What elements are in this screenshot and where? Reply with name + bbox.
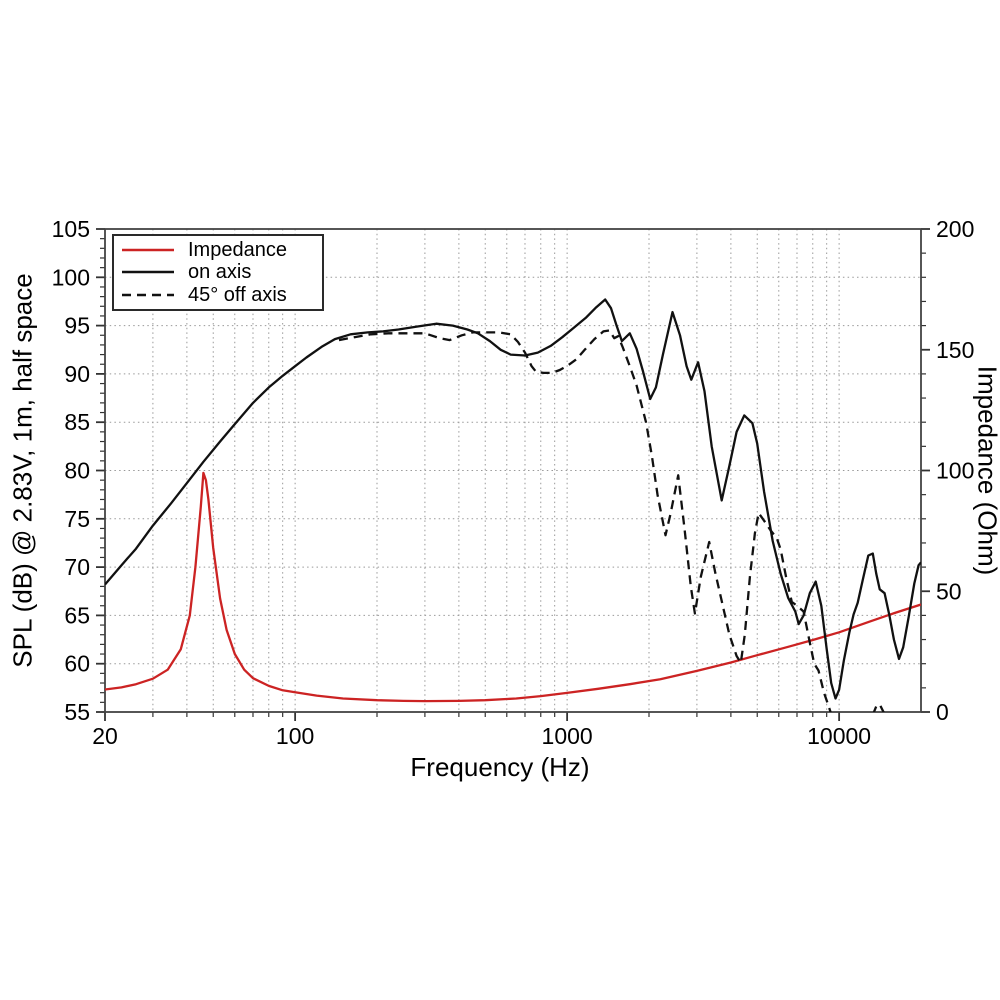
y-right-tick-label: 200	[936, 216, 974, 242]
x-tick-label: 1000	[542, 723, 593, 749]
plot-frame	[104, 228, 922, 713]
legend-label-impedance: Impedance	[188, 239, 287, 262]
y-left-tick-label: 55	[64, 699, 90, 725]
on-axis-curve	[105, 298, 921, 700]
x-axis-title: Frequency (Hz)	[410, 752, 590, 782]
y-right-axis-title: Impedance (Ohm)	[972, 365, 1000, 576]
y-left-tick-label: 65	[64, 602, 90, 628]
off-axis-curve	[338, 329, 832, 712]
x-tick-label: 20	[92, 723, 118, 749]
y-left-tick-label: 85	[64, 409, 90, 435]
off-axis-curve	[872, 703, 885, 712]
x-tick-label: 10000	[807, 723, 871, 749]
legend-label-off-axis: 45° off axis	[188, 283, 287, 306]
y-left-tick-label: 95	[64, 313, 90, 339]
legend: Impedance on axis 45° off axis	[112, 234, 324, 311]
impedance-curve	[105, 471, 921, 703]
legend-item-off-axis: 45° off axis	[114, 284, 322, 306]
y-left-tick-label: 90	[64, 361, 90, 387]
y-left-tick-label: 105	[52, 216, 90, 242]
legend-item-on-axis: on axis	[114, 261, 322, 283]
on-axis-line-sample	[122, 271, 174, 274]
y-left-tick-label: 70	[64, 554, 90, 580]
y-right-tick-label: 100	[936, 458, 974, 484]
y-right-tick-label: 0	[936, 699, 949, 725]
y-left-tick-label: 75	[64, 506, 90, 532]
y-left-tick-label: 60	[64, 651, 90, 677]
off-axis-line-sample	[122, 293, 174, 297]
y-left-tick-label: 100	[52, 264, 90, 290]
legend-item-impedance: Impedance	[114, 239, 322, 261]
impedance-line-sample	[122, 248, 174, 252]
y-right-tick-label: 150	[936, 337, 974, 363]
y-right-tick-label: 50	[936, 578, 962, 604]
y-left-axis-title: SPL (dB) @ 2.83V, 1m, half space	[7, 273, 38, 668]
legend-label-on-axis: on axis	[188, 261, 252, 284]
y-left-tick-label: 80	[64, 458, 90, 484]
x-tick-label: 100	[276, 723, 314, 749]
